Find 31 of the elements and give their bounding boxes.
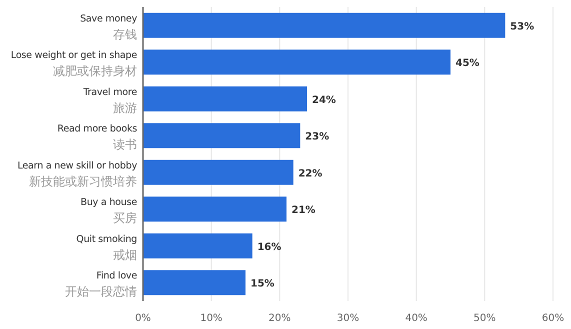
bar (143, 86, 307, 112)
x-tick-label: 40% (405, 313, 428, 324)
data-label: 21% (292, 205, 316, 216)
bar (143, 233, 252, 258)
y-tick-label: Quit smoking 戒烟 (76, 234, 138, 262)
data-label: 15% (250, 278, 274, 290)
bar (143, 270, 246, 296)
data-label: 16% (257, 242, 282, 253)
bar (143, 196, 286, 222)
data-label: 45% (456, 58, 480, 70)
x-tick-label: 60% (542, 313, 564, 324)
data-label: 23% (305, 132, 330, 143)
bar (143, 123, 300, 148)
data-label: 53% (510, 21, 534, 32)
bar (143, 50, 450, 75)
data-label: 24% (312, 94, 336, 106)
x-tick-label: 10% (200, 313, 222, 324)
y-tick-label: Read more books 读书 (57, 124, 138, 152)
y-tick-label: Learn a new skill or hobby 新技能或新习惯培养 (17, 160, 138, 188)
y-tick-label: Lose weight or get in shape 减肥或保持身材 (10, 50, 138, 78)
x-tick-label: 0% (135, 313, 151, 324)
y-tick-label: Travel more 旅游 (82, 86, 138, 115)
x-tick-label: 50% (474, 313, 496, 324)
y-tick-label: Buy a house 买房 (80, 197, 138, 226)
y-tick-label: Save money 存钱 (80, 13, 138, 42)
bar (143, 160, 294, 185)
data-label: 22% (298, 168, 322, 180)
x-tick-label: 20% (268, 313, 291, 324)
x-tick-label: 30% (336, 313, 360, 324)
bar (143, 12, 506, 38)
y-tick-label: Find love 开始一段恋情 (65, 270, 138, 299)
